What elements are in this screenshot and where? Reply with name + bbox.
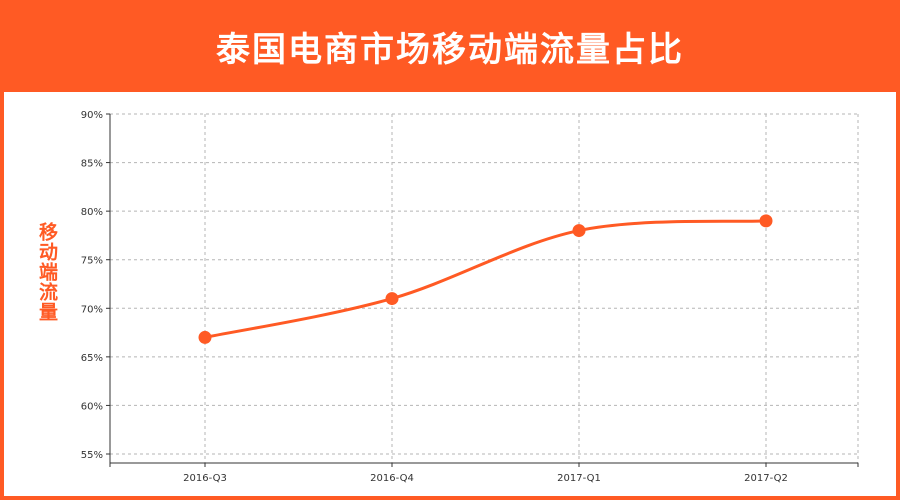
y-tick-label: 85%	[81, 159, 103, 170]
x-tick-label: 2017-Q1	[557, 473, 601, 484]
chart-title: 泰国电商市场移动端流量占比	[216, 29, 684, 70]
y-tick-label: 75%	[81, 256, 103, 267]
x-tick-label: 2016-Q3	[183, 473, 227, 484]
y-axis-label: 移动端流量	[36, 222, 58, 322]
title-banner: 泰国电商市场移动端流量占比	[0, 0, 900, 92]
data-point	[759, 214, 773, 228]
y-tick-label: 90%	[81, 110, 103, 121]
y-tick-label: 80%	[81, 207, 103, 218]
data-point	[198, 330, 212, 344]
y-tick-label: 70%	[81, 304, 103, 315]
x-tick-label: 2017-Q2	[744, 473, 788, 484]
data-point	[385, 292, 399, 306]
y-tick-label: 65%	[81, 353, 103, 364]
x-tick-label: 2016-Q4	[370, 473, 414, 484]
data-point	[572, 224, 586, 238]
y-tick-label: 55%	[81, 450, 103, 461]
y-tick-label: 60%	[81, 401, 103, 412]
series-line	[204, 219, 767, 339]
